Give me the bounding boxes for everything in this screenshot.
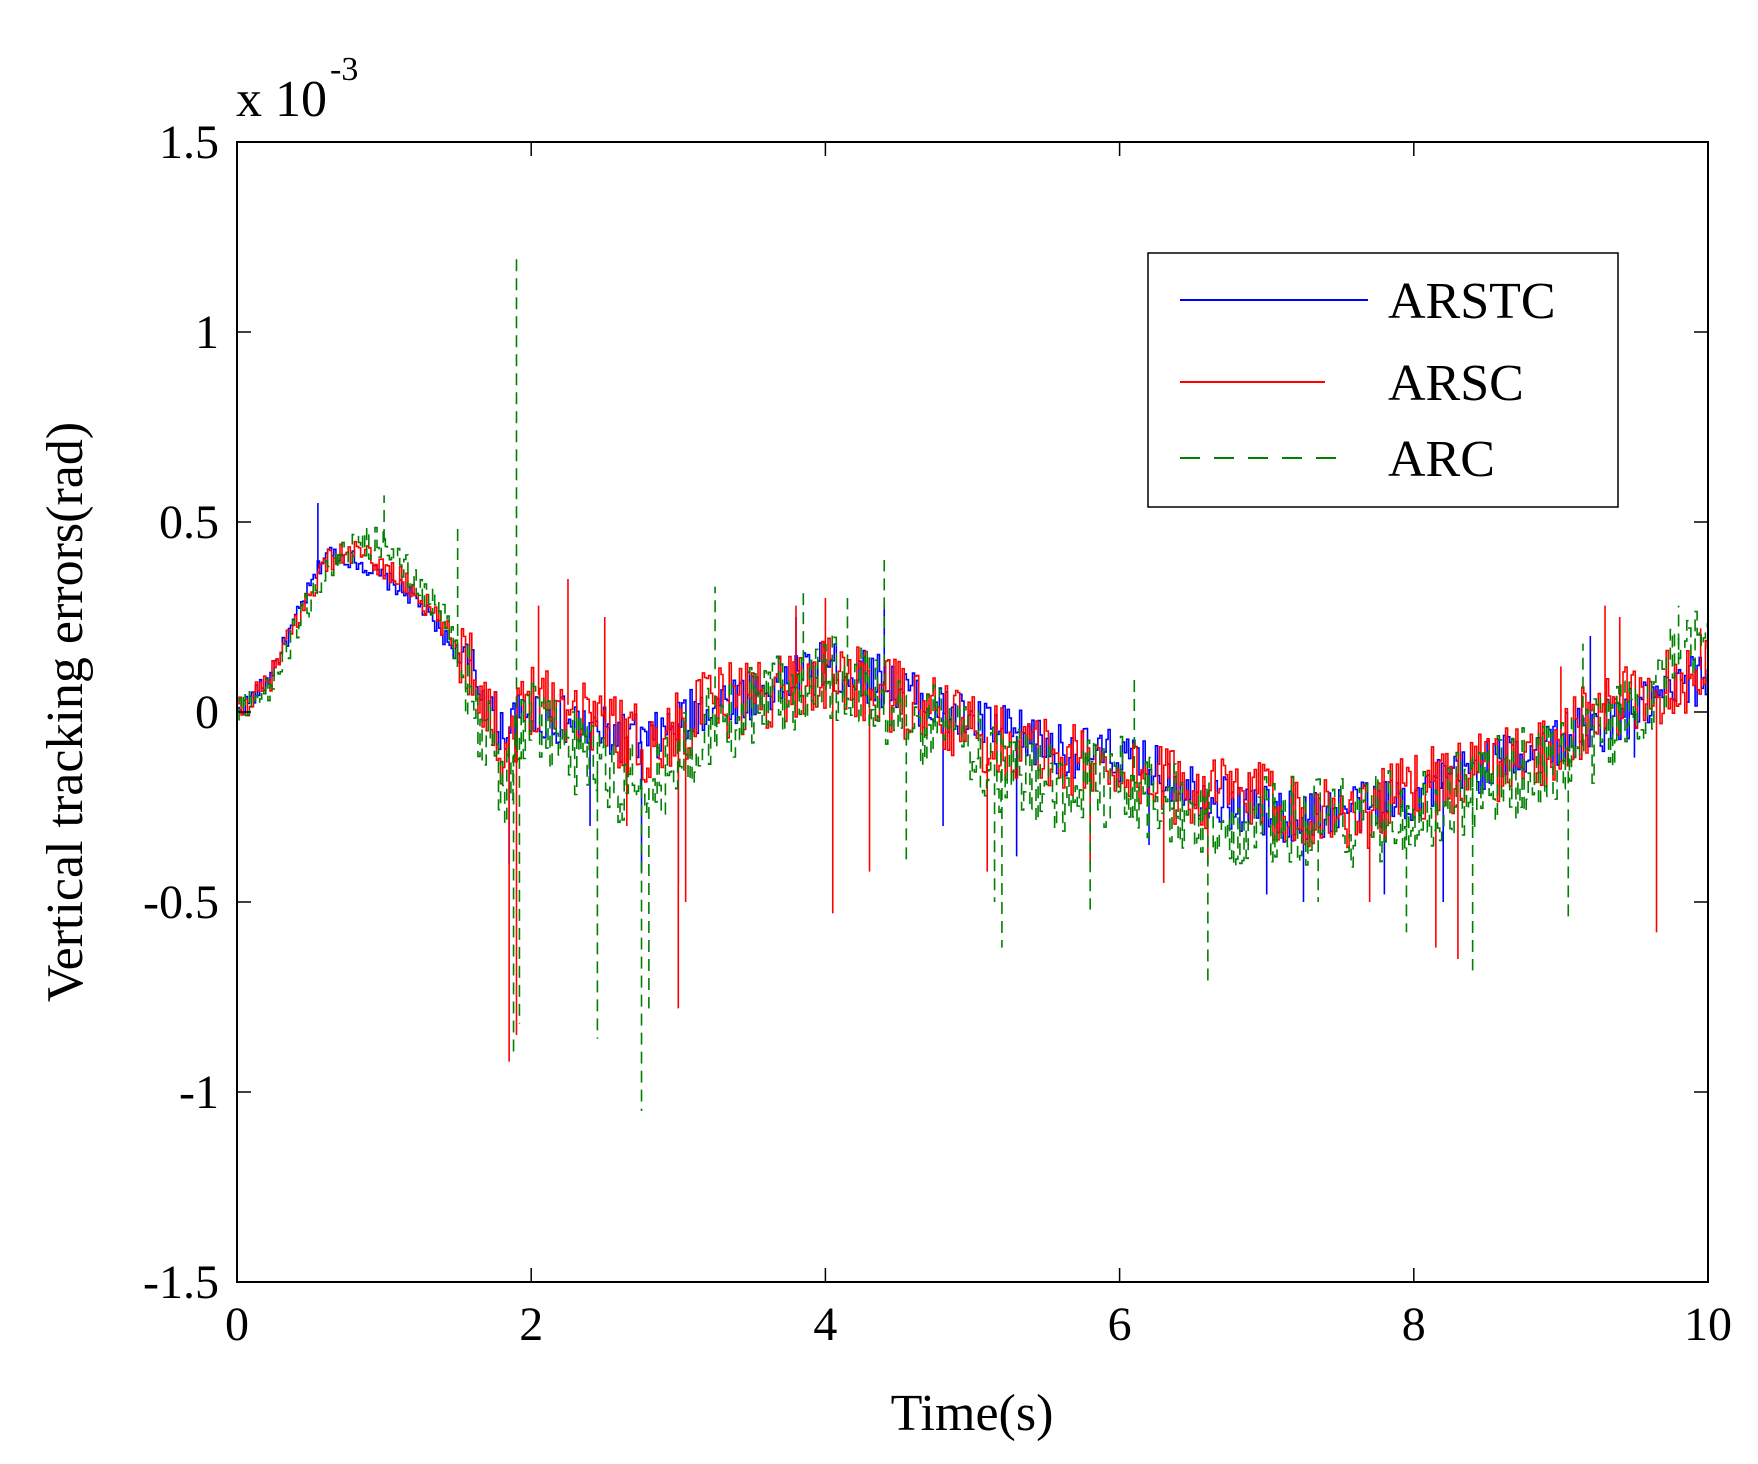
y-tick-label: -0.5 — [143, 876, 219, 929]
y-tick-label: -1 — [179, 1066, 219, 1119]
y-tick-label: 1 — [195, 306, 219, 359]
tick-layer: 0 2 4 6 8 10 -1.5 -1 -0.5 0 0.5 1 1.5 — [143, 116, 1732, 1351]
y-multiplier-exponent: -3 — [330, 51, 358, 88]
y-axis-label: Vertical tracking errors(rad) — [37, 422, 94, 1002]
y-tick-label: -1.5 — [143, 1256, 219, 1309]
y-tick-label: 1.5 — [159, 116, 219, 169]
x-tick-label: 6 — [1108, 1298, 1132, 1351]
legend-label-arsc: ARSC — [1388, 355, 1524, 412]
y-multiplier-label: x 10 — [236, 71, 327, 128]
x-tick-label: 2 — [519, 1298, 543, 1351]
series-layer — [236, 256, 1709, 1111]
series-line-arc — [236, 526, 1709, 868]
x-axis-label: Time(s) — [891, 1385, 1054, 1442]
y-tick-label: 0 — [195, 686, 219, 739]
x-tick-label: 10 — [1684, 1298, 1732, 1351]
legend-label-arc: ARC — [1388, 431, 1495, 488]
series-line-arsc — [236, 540, 1709, 849]
y-tick-label: 0.5 — [159, 496, 219, 549]
legend-label-arstc: ARSTC — [1388, 273, 1556, 330]
x-tick-label: 4 — [813, 1298, 837, 1351]
x-tick-label: 0 — [225, 1298, 249, 1351]
legend: ARSTC ARSC ARC — [1147, 252, 1619, 508]
legend-box — [1147, 252, 1619, 508]
x-tick-label: 8 — [1402, 1298, 1426, 1351]
